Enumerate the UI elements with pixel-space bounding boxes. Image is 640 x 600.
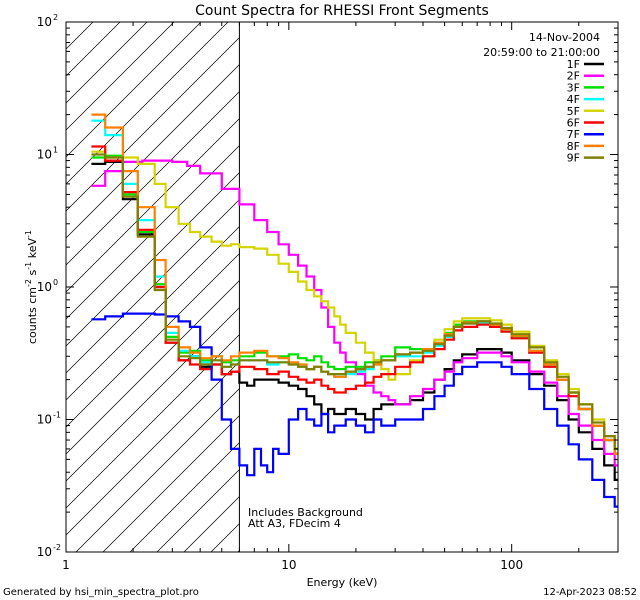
legend-label-7f: 7F — [567, 128, 580, 141]
x-tick-label: 10 — [281, 558, 296, 572]
hatch-stroke — [75, 388, 240, 552]
y-tick-exponent: 1 — [53, 146, 58, 155]
x-axis-ticks: 1 10 100 — [62, 22, 619, 572]
y-tick-exponent: -1 — [53, 411, 61, 420]
series-line-2f — [91, 159, 618, 467]
hatch-stroke — [66, 22, 175, 131]
series-line-7f — [91, 312, 618, 508]
y-tick-label: 10 — [37, 413, 52, 427]
hatch-stroke — [66, 22, 121, 77]
hatch-stroke — [66, 361, 240, 536]
series-line-1f — [91, 160, 618, 481]
y-tick-exponent: 0 — [53, 278, 58, 287]
time-range-label: 20:59:00 to 21:00:00 — [483, 46, 600, 59]
hatch-stroke — [66, 307, 240, 482]
y-tick-label: 10 — [37, 15, 52, 29]
y-tick-label: 10 — [37, 545, 52, 559]
y-tick-exponent: 2 — [53, 13, 58, 22]
hatch-stroke — [129, 442, 240, 552]
footer-generated-by: Generated by hsi_min_spectra_plot.pro — [3, 587, 199, 598]
annotation-attenuator: Att A3, FDecim 4 — [248, 517, 341, 530]
legend-label-9f: 9F — [567, 152, 580, 165]
series-layer — [91, 113, 618, 508]
y-label-part-2: s — [26, 269, 39, 278]
legend-label-8f: 8F — [567, 140, 580, 153]
hatch-stroke — [66, 199, 240, 374]
hatch-stroke — [66, 334, 240, 509]
y-tick-label: 10 — [37, 280, 52, 294]
hatch-stroke — [66, 226, 240, 401]
annotation-background: Includes Background — [248, 506, 363, 519]
legend-label-3f: 3F — [567, 81, 580, 94]
y-label-part-3: keV — [26, 238, 39, 262]
hatch-stroke — [66, 172, 240, 347]
footer-timestamp: 12-Apr-2023 08:52 — [543, 587, 637, 598]
date-label: 14-Nov-2004 — [529, 31, 600, 44]
hatch-stroke — [66, 145, 240, 320]
y-tick-exponent: -2 — [53, 543, 61, 552]
series-line-5f — [91, 150, 618, 450]
legend-label-5f: 5F — [567, 105, 580, 118]
hatch-region — [66, 22, 240, 552]
hatch-stroke — [66, 22, 202, 158]
x-axis-label: Energy (keV) — [307, 576, 378, 589]
chart-title: Count Spectra for RHESSI Front Segments — [195, 3, 489, 19]
hatch-stroke — [66, 22, 229, 185]
legend-label-6f: 6F — [567, 117, 580, 130]
hatch-stroke — [66, 91, 240, 266]
series-line-9f — [91, 153, 618, 450]
y-label-exp-3: -1 — [24, 230, 33, 238]
hatch-stroke — [66, 253, 240, 428]
series-line-6f — [91, 145, 618, 455]
y-tick-label: 10 — [37, 148, 52, 162]
y-label-exp-1: -2 — [24, 279, 33, 287]
hatch-stroke — [66, 280, 240, 455]
y-label-exp-2: -1 — [24, 262, 33, 270]
legend-label-4f: 4F — [567, 93, 580, 106]
hatch-stroke — [66, 37, 240, 212]
legend-label-1f: 1F — [567, 58, 580, 71]
y-axis-label: counts cm-2 s-1 keV-1 — [24, 230, 39, 344]
y-label-part-1: counts cm — [26, 287, 39, 344]
hatch-stroke — [66, 64, 240, 239]
legend-label-2f: 2F — [567, 70, 580, 83]
series-line-4f — [91, 119, 618, 455]
x-tick-label: 100 — [500, 558, 523, 572]
x-tick-label: 1 — [62, 558, 70, 572]
hatch-stroke — [102, 415, 240, 552]
